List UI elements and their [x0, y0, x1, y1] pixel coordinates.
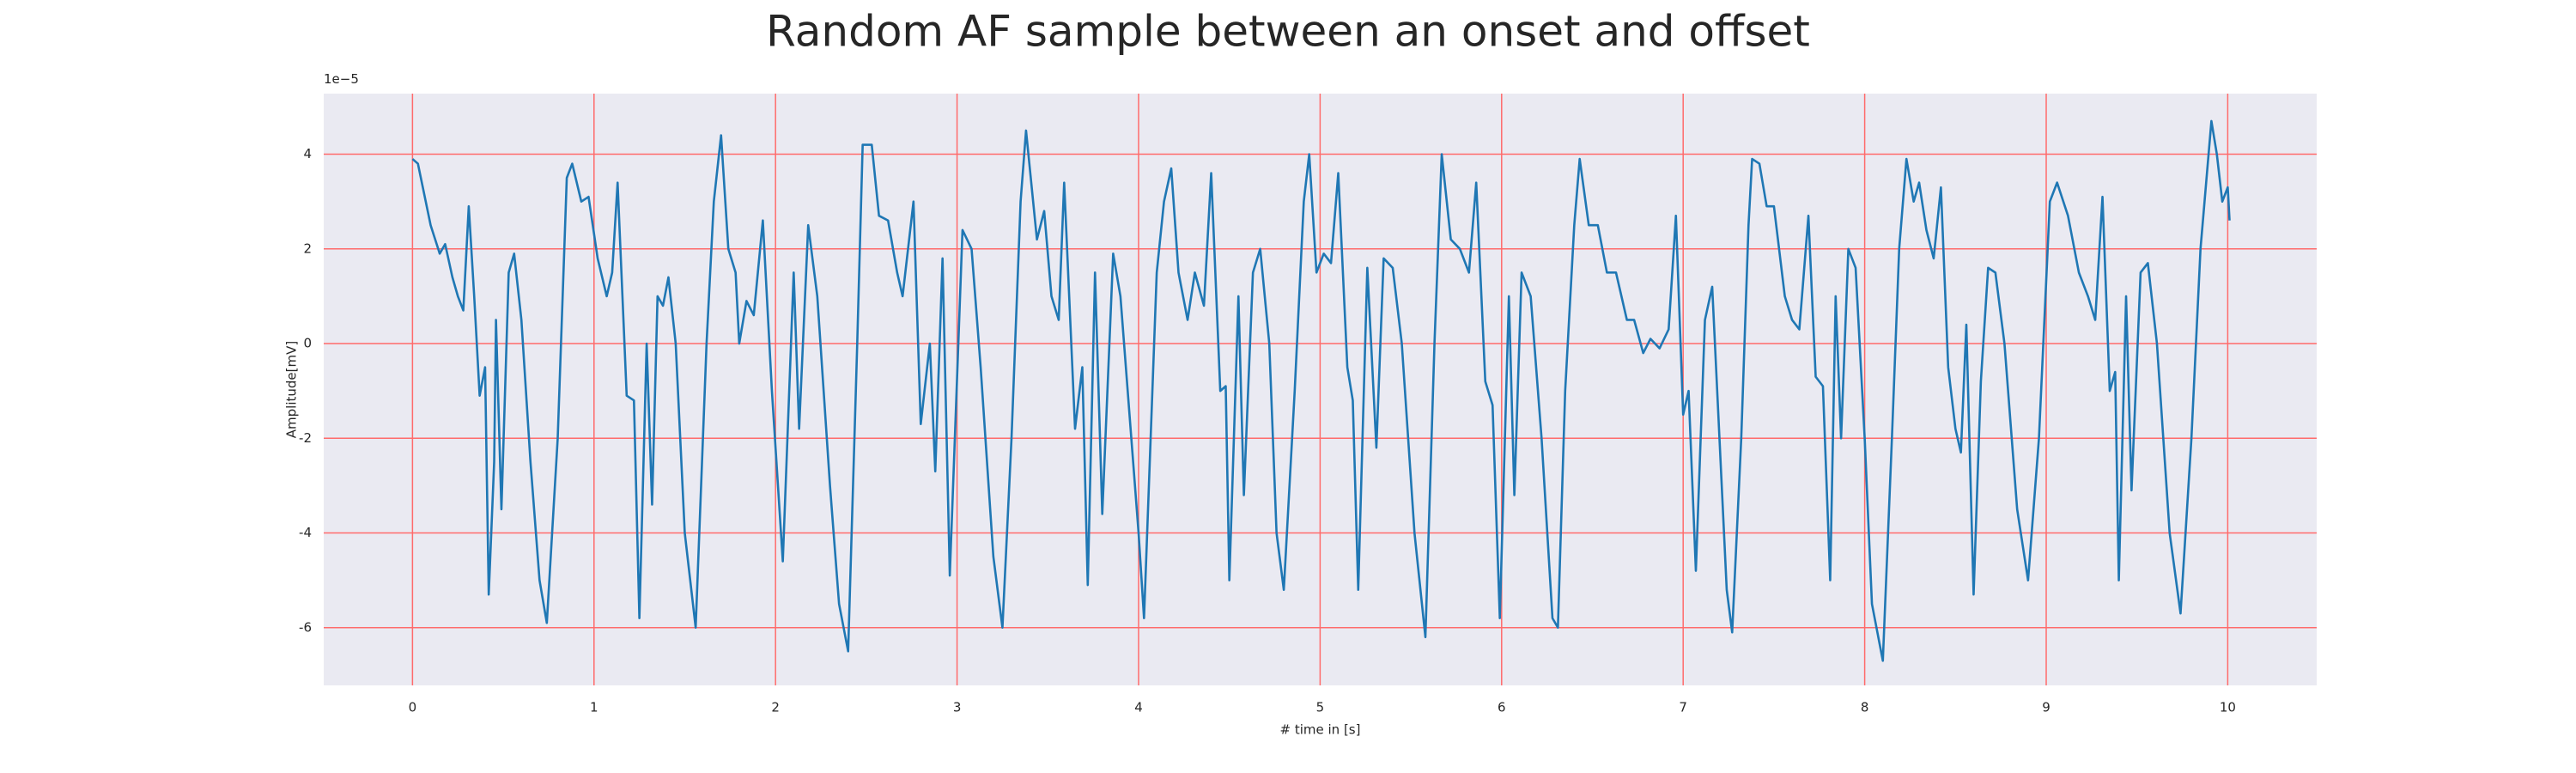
y-tick-label: -6	[299, 619, 312, 635]
y-tick-label: 2	[303, 240, 312, 256]
y-tick-label: -4	[299, 525, 312, 540]
y-axis-label: Amplitude[mV]	[284, 341, 300, 438]
x-tick-label: 6	[1498, 700, 1506, 715]
x-tick-label: 0	[409, 700, 417, 715]
y-tick-label: 4	[303, 146, 312, 161]
y-tick-label: -2	[299, 430, 312, 446]
x-tick-label: 3	[953, 700, 962, 715]
x-tick-label: 2	[771, 700, 780, 715]
x-tick-label: 4	[1134, 700, 1143, 715]
y-offset-label: 1e−5	[324, 71, 359, 87]
x-tick-label: 7	[1679, 700, 1687, 715]
x-axis-label: # time in [s]	[1280, 722, 1361, 738]
y-tick-label: 0	[303, 336, 312, 351]
x-tick-label: 10	[2220, 700, 2236, 715]
x-tick-label: 5	[1316, 700, 1325, 715]
chart-title: Random AF sample between an onset and of…	[766, 7, 1810, 57]
x-tick-label: 1	[590, 700, 598, 715]
x-tick-label: 9	[2042, 700, 2050, 715]
x-tick-label: 8	[1861, 700, 1869, 715]
signal-line	[411, 119, 2231, 662]
